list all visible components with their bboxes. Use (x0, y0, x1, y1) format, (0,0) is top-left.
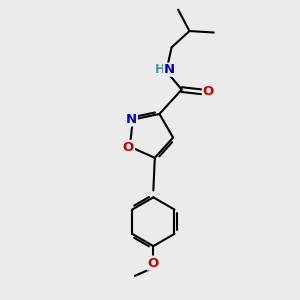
Text: O: O (148, 256, 159, 269)
Text: O: O (203, 85, 214, 98)
Text: N: N (164, 63, 175, 76)
Text: N: N (126, 112, 137, 125)
Text: H: H (154, 63, 165, 76)
Text: O: O (123, 141, 134, 154)
